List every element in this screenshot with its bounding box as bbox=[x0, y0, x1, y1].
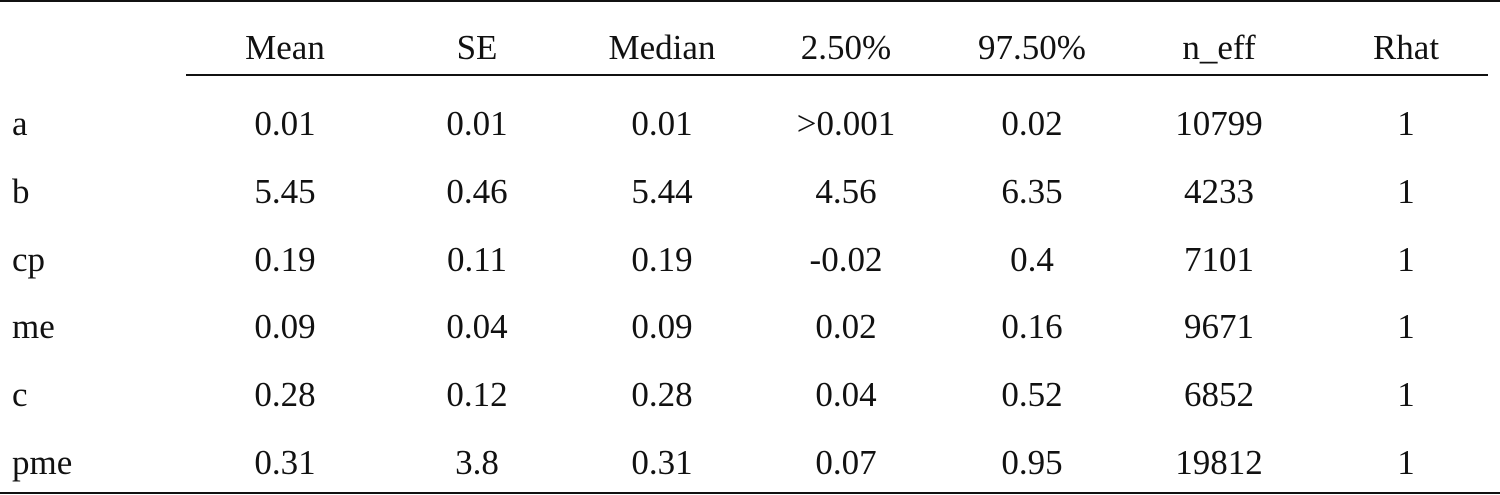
table-cell: -0.02 bbox=[809, 240, 883, 279]
table-cell: 0.02 bbox=[815, 307, 877, 346]
table-cell: 6.35 bbox=[1001, 172, 1063, 211]
table-cell: 1 bbox=[1397, 172, 1415, 211]
table-cell: 10799 bbox=[1175, 104, 1263, 143]
table-cell: 1 bbox=[1397, 307, 1415, 346]
table-cell: 5.44 bbox=[631, 172, 693, 211]
table-cell: 0.04 bbox=[446, 307, 508, 346]
table-cell: 1 bbox=[1397, 240, 1415, 279]
table-cell: 0.19 bbox=[254, 240, 316, 279]
table-cell: 0.04 bbox=[815, 375, 877, 414]
column-header-97-50: 97.50% bbox=[978, 28, 1086, 67]
table-cell: 0.02 bbox=[1001, 104, 1063, 143]
table-cell: 0.01 bbox=[254, 104, 316, 143]
table-cell: 0.01 bbox=[631, 104, 693, 143]
table-cell: 0.46 bbox=[446, 172, 508, 211]
table-cell: 1 bbox=[1397, 104, 1415, 143]
table-cell: 0.16 bbox=[1001, 307, 1063, 346]
column-header-rhat: Rhat bbox=[1372, 28, 1440, 67]
table-cell: 0.11 bbox=[447, 240, 507, 279]
table-cell: 1 bbox=[1397, 443, 1415, 482]
column-header-2-50: 2.50% bbox=[800, 28, 892, 67]
table-cell: 7101 bbox=[1184, 240, 1254, 279]
row-label: a bbox=[12, 104, 28, 143]
table-cell: 4233 bbox=[1184, 172, 1254, 211]
table-cell: 1 bbox=[1397, 375, 1415, 414]
table-cell: 0.28 bbox=[631, 375, 693, 414]
table-cell: 0.28 bbox=[254, 375, 316, 414]
table-cell: >0.001 bbox=[796, 104, 896, 143]
table-cell: 0.31 bbox=[631, 443, 693, 482]
table-cell: 6852 bbox=[1184, 375, 1254, 414]
row-label: c bbox=[12, 375, 28, 414]
table-cell: 0.09 bbox=[631, 307, 693, 346]
column-header-mean: Mean bbox=[245, 28, 325, 67]
table-cell: 0.07 bbox=[815, 443, 877, 482]
row-label: cp bbox=[12, 240, 46, 279]
table-cell: 0.95 bbox=[1001, 443, 1063, 482]
table-cell: 0.52 bbox=[1001, 375, 1063, 414]
table-cell: 0.4 bbox=[1010, 240, 1054, 279]
column-header-se: SE bbox=[456, 28, 498, 67]
table-cell: 0.12 bbox=[446, 375, 508, 414]
table-bottom-rule bbox=[0, 492, 1500, 494]
table-cell: 4.56 bbox=[815, 172, 877, 211]
table-cell: 19812 bbox=[1175, 443, 1263, 482]
table-cell: 5.45 bbox=[254, 172, 316, 211]
row-label: b bbox=[12, 172, 30, 211]
column-header-n-eff: n_eff bbox=[1182, 28, 1256, 67]
table-top-rule bbox=[0, 0, 1500, 2]
row-label: me bbox=[12, 307, 55, 346]
table-cell: 0.19 bbox=[631, 240, 693, 279]
table-cell: 0.09 bbox=[254, 307, 316, 346]
row-label: pme bbox=[12, 443, 73, 482]
table-cell: 3.8 bbox=[455, 443, 499, 482]
table-cell: 9671 bbox=[1184, 307, 1254, 346]
table-cell: 0.31 bbox=[254, 443, 316, 482]
table-cell: 0.01 bbox=[446, 104, 508, 143]
table-header-rule bbox=[186, 74, 1488, 76]
column-header-median: Median bbox=[608, 28, 716, 67]
